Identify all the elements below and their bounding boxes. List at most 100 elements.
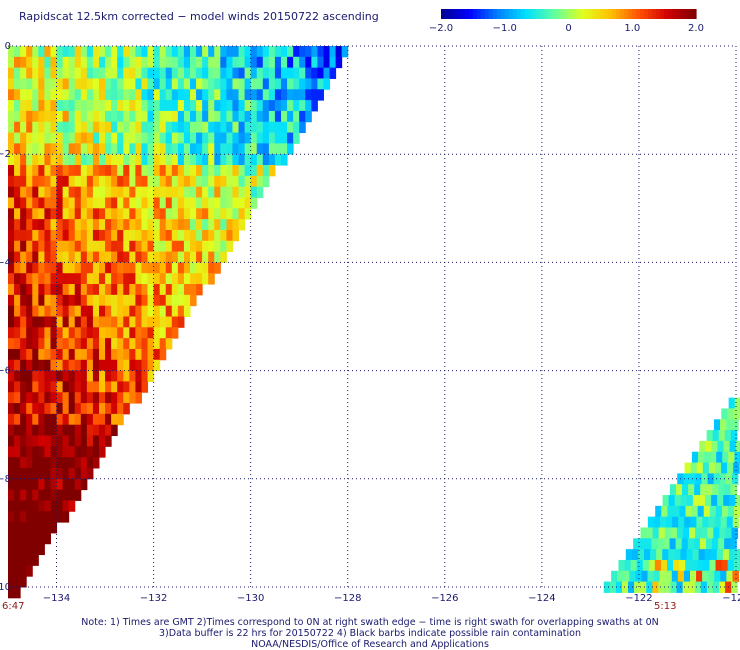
heatmap-cell — [715, 505, 723, 518]
heatmap-cell — [141, 78, 149, 90]
heatmap-cell — [250, 186, 258, 198]
heatmap-cell — [56, 229, 64, 242]
heatmap-cell — [117, 251, 124, 263]
heatmap-cell — [68, 100, 76, 112]
heatmap-cell — [92, 273, 100, 285]
heatmap-cell — [56, 457, 64, 469]
heatmap-cell — [159, 67, 167, 79]
heatmap-cell — [171, 186, 179, 198]
heatmap-cell — [14, 175, 21, 188]
heatmap-cell — [159, 154, 167, 166]
heatmap-cell — [111, 67, 118, 79]
heatmap-cell — [702, 516, 710, 528]
heatmap-cell — [141, 262, 149, 274]
heatmap-cell — [74, 175, 82, 188]
heatmap-cell — [56, 251, 64, 263]
heatmap-cell — [171, 154, 179, 166]
heatmap-cell — [14, 121, 21, 134]
heatmap-cell — [281, 46, 288, 58]
heatmap-cell — [44, 78, 51, 90]
heatmap-cell — [730, 430, 738, 442]
heatmap-cell — [232, 143, 240, 155]
heatmap-cell — [8, 576, 15, 588]
heatmap-cell — [8, 403, 15, 415]
heatmap-cell — [274, 56, 282, 69]
heatmap-cell — [8, 219, 15, 231]
heatmap-cell — [183, 78, 191, 90]
heatmap-cell — [726, 516, 734, 528]
heatmap-cell — [80, 273, 88, 285]
heatmap-cell — [26, 554, 33, 566]
heatmap-cell — [44, 478, 51, 491]
heatmap-cell — [44, 424, 51, 437]
heatmap-cell — [654, 559, 662, 572]
heatmap-cell — [50, 284, 58, 296]
heatmap-cell — [68, 154, 76, 166]
heatmap-cell — [238, 56, 246, 69]
heatmap-cell — [38, 435, 45, 447]
heatmap-cell — [141, 56, 149, 69]
heatmap-cell — [8, 457, 15, 469]
heatmap-cell — [147, 110, 155, 123]
heatmap-cell — [733, 462, 740, 474]
heatmap-cell — [190, 100, 197, 112]
heatmap-cell — [99, 348, 106, 361]
heatmap-cell — [105, 208, 112, 220]
colorbar-segment — [472, 9, 478, 19]
heatmap-cell — [80, 413, 88, 426]
heatmap-cell — [202, 165, 209, 177]
colorbar-tick-label: 0 — [565, 23, 571, 34]
heatmap-cell — [699, 538, 707, 550]
heatmap-cell — [141, 327, 149, 339]
heatmap-cell — [147, 359, 155, 372]
heatmap-cell — [123, 165, 130, 177]
heatmap-cell — [111, 359, 118, 372]
heatmap-cell — [8, 143, 15, 155]
heatmap-cell — [268, 132, 276, 144]
heatmap-cell — [244, 100, 252, 112]
heatmap-cell — [177, 316, 185, 328]
heatmap-cell — [68, 305, 76, 317]
heatmap-cell — [208, 100, 215, 112]
heatmap-cell — [262, 154, 270, 166]
heatmap-cell — [183, 262, 191, 274]
heatmap-cell — [74, 132, 82, 144]
x-tick-label: −128 — [334, 593, 361, 604]
heatmap-cell — [226, 186, 233, 198]
heatmap-cell — [190, 67, 197, 79]
heatmap-cell — [190, 251, 197, 263]
heatmap-cell — [238, 208, 246, 220]
heatmap-cell — [105, 424, 112, 437]
heatmap-cell — [50, 294, 58, 307]
heatmap-cell — [171, 294, 179, 307]
colorbar-segment — [564, 9, 570, 19]
heatmap-cell — [38, 154, 45, 166]
heatmap-cell — [171, 219, 179, 231]
heatmap-cell — [62, 359, 70, 372]
heatmap-cell — [281, 132, 288, 144]
heatmap-cell — [165, 165, 173, 177]
heatmap-cell — [14, 565, 21, 577]
heatmap-cell — [44, 305, 51, 317]
heatmap-cell — [105, 229, 112, 242]
heatmap-cell — [80, 294, 88, 307]
heatmap-cell — [32, 56, 39, 69]
heatmap-cell — [153, 56, 161, 69]
heatmap-cell — [734, 451, 740, 464]
heatmap-cell — [190, 56, 197, 69]
heatmap-cell — [147, 186, 155, 198]
heatmap-cell — [196, 273, 203, 285]
heatmap-cell — [26, 143, 33, 155]
heatmap-cell — [135, 67, 142, 79]
heatmap-cell — [80, 46, 88, 58]
heatmap-cell — [123, 262, 130, 274]
colorbar-segment — [480, 9, 486, 19]
heatmap-cell — [26, 511, 33, 523]
heatmap-cell — [38, 359, 45, 372]
heatmap-cell — [640, 581, 647, 593]
heatmap-cell — [32, 532, 39, 545]
heatmap-cell — [159, 219, 167, 231]
heatmap-cell — [165, 229, 173, 242]
heatmap-cell — [99, 403, 106, 415]
heatmap-cell — [117, 110, 124, 123]
